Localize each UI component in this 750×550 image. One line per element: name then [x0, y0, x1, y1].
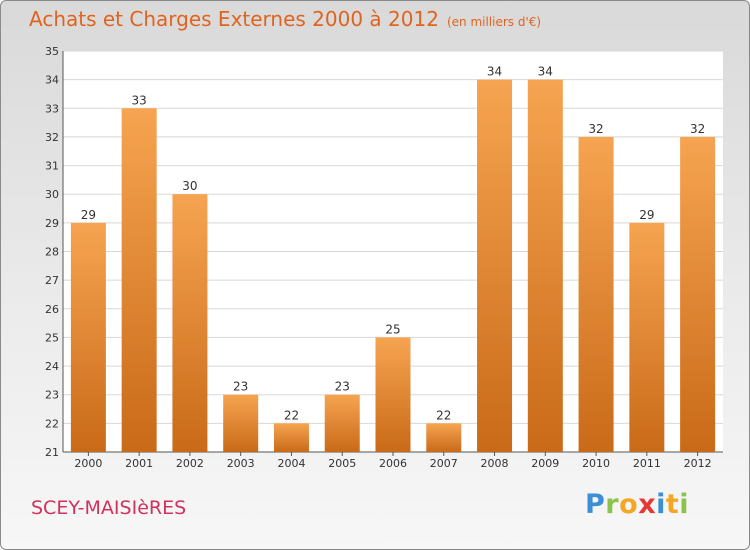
bar	[426, 423, 462, 452]
data-label: 32	[588, 122, 603, 136]
x-tick-label: 2003	[227, 457, 255, 470]
logo-letter: i	[679, 489, 690, 520]
bar	[223, 394, 259, 452]
x-tick-label: 2005	[328, 457, 356, 470]
x-tick-label: 2009	[531, 457, 559, 470]
y-tick-label: 31	[45, 160, 59, 173]
chart-title: Achats et Charges Externes 2000 à 2012	[29, 7, 439, 31]
data-label: 22	[436, 408, 451, 422]
logo-letter: x	[638, 489, 657, 520]
x-tick-label: 2011	[633, 457, 661, 470]
y-tick-label: 35	[45, 45, 59, 58]
data-label: 25	[385, 322, 400, 336]
data-label: 34	[487, 65, 502, 79]
x-tick-label: 2010	[582, 457, 610, 470]
x-tick-label: 2008	[481, 457, 509, 470]
bar	[680, 136, 716, 452]
x-tick-label: 2002	[176, 457, 204, 470]
y-tick-label: 33	[45, 102, 59, 115]
y-tick-label: 22	[45, 417, 59, 430]
data-label: 30	[182, 179, 197, 193]
x-tick-label: 2001	[125, 457, 153, 470]
y-tick-label: 27	[45, 274, 59, 287]
y-tick-label: 25	[45, 331, 59, 344]
logo-letter: o	[619, 489, 639, 520]
data-label: 22	[284, 408, 299, 422]
logo-letter: P	[585, 489, 606, 520]
data-label: 29	[639, 208, 654, 222]
logo-letter: r	[605, 489, 620, 520]
data-label: 33	[132, 93, 147, 107]
x-tick-label: 2012	[684, 457, 712, 470]
bar	[70, 222, 106, 452]
data-label: 34	[538, 65, 553, 79]
bar	[172, 194, 208, 452]
data-label: 23	[233, 380, 248, 394]
y-tick-label: 23	[45, 389, 59, 402]
bar	[477, 79, 513, 453]
y-tick-label: 29	[45, 217, 59, 230]
commune-name: SCEY-MAISIèRES	[31, 497, 187, 519]
logo-letter: t	[665, 489, 680, 520]
data-label: 32	[690, 122, 705, 136]
bar	[375, 337, 411, 452]
bar	[273, 423, 309, 452]
data-label: 23	[335, 380, 350, 394]
y-tick-label: 32	[45, 131, 59, 144]
x-tick-label: 2000	[74, 457, 102, 470]
bar	[121, 108, 157, 453]
x-tick-label: 2004	[277, 457, 305, 470]
bar	[527, 79, 563, 453]
title-block: Achats et Charges Externes 2000 à 2012 (e…	[29, 7, 541, 31]
y-tick-label: 28	[45, 246, 59, 259]
y-tick-label: 24	[45, 360, 59, 373]
y-tick-label: 34	[45, 74, 59, 87]
bar	[578, 136, 614, 452]
chart-subtitle: (en milliers d'€)	[446, 15, 542, 29]
proxiti-logo: Proxiti	[585, 489, 689, 520]
logo-letter: i	[656, 489, 666, 520]
y-tick-label: 26	[45, 303, 59, 316]
bar	[324, 394, 360, 452]
y-tick-label: 30	[45, 188, 59, 201]
x-tick-label: 2007	[430, 457, 458, 470]
data-label: 29	[81, 208, 96, 222]
y-tick-label: 21	[45, 446, 59, 459]
bar	[629, 222, 665, 452]
x-tick-label: 2006	[379, 457, 407, 470]
